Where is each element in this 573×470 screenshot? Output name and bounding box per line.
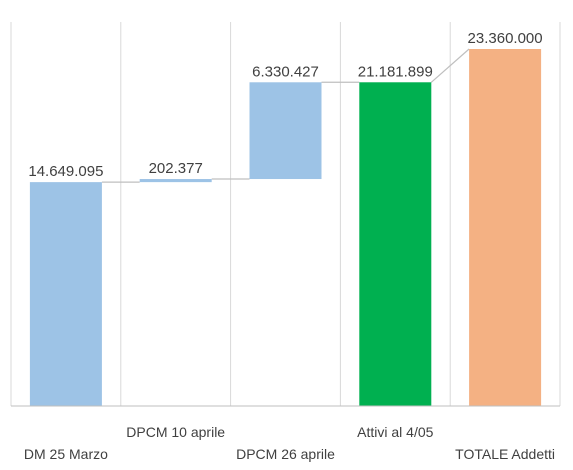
data-label-1: 14.649.095 (28, 163, 103, 180)
bar-1 (29, 182, 102, 406)
category-label-5: TOTALE Addetti (455, 446, 555, 462)
bar-2 (139, 179, 212, 183)
data-label-4: 21.181.899 (358, 63, 433, 80)
gridlines (10, 22, 561, 406)
category-label-1: DM 25 Marzo (24, 446, 108, 462)
category-labels: DM 25 Marzo DPCM 10 aprile DPCM 26 aprile A… (24, 424, 555, 462)
data-label-5: 23.360.000 (468, 30, 543, 47)
bar-3 (249, 82, 322, 180)
connector-line-4 (430, 48, 470, 83)
bar-4 (359, 82, 432, 407)
category-label-2: DPCM 10 aprile (126, 424, 225, 440)
category-label-4: Attivi al 4/05 (357, 424, 433, 440)
connector-lines (101, 48, 470, 183)
data-labels: 14.649.095 202.377 6.330.427 21.181.899 23.3… (28, 30, 542, 180)
category-label-3: DPCM 26 aprile (236, 446, 335, 462)
data-label-2: 202.377 (149, 160, 203, 177)
bars (29, 49, 542, 407)
data-label-3: 6.330.427 (252, 63, 319, 80)
bar-5 (469, 49, 542, 406)
